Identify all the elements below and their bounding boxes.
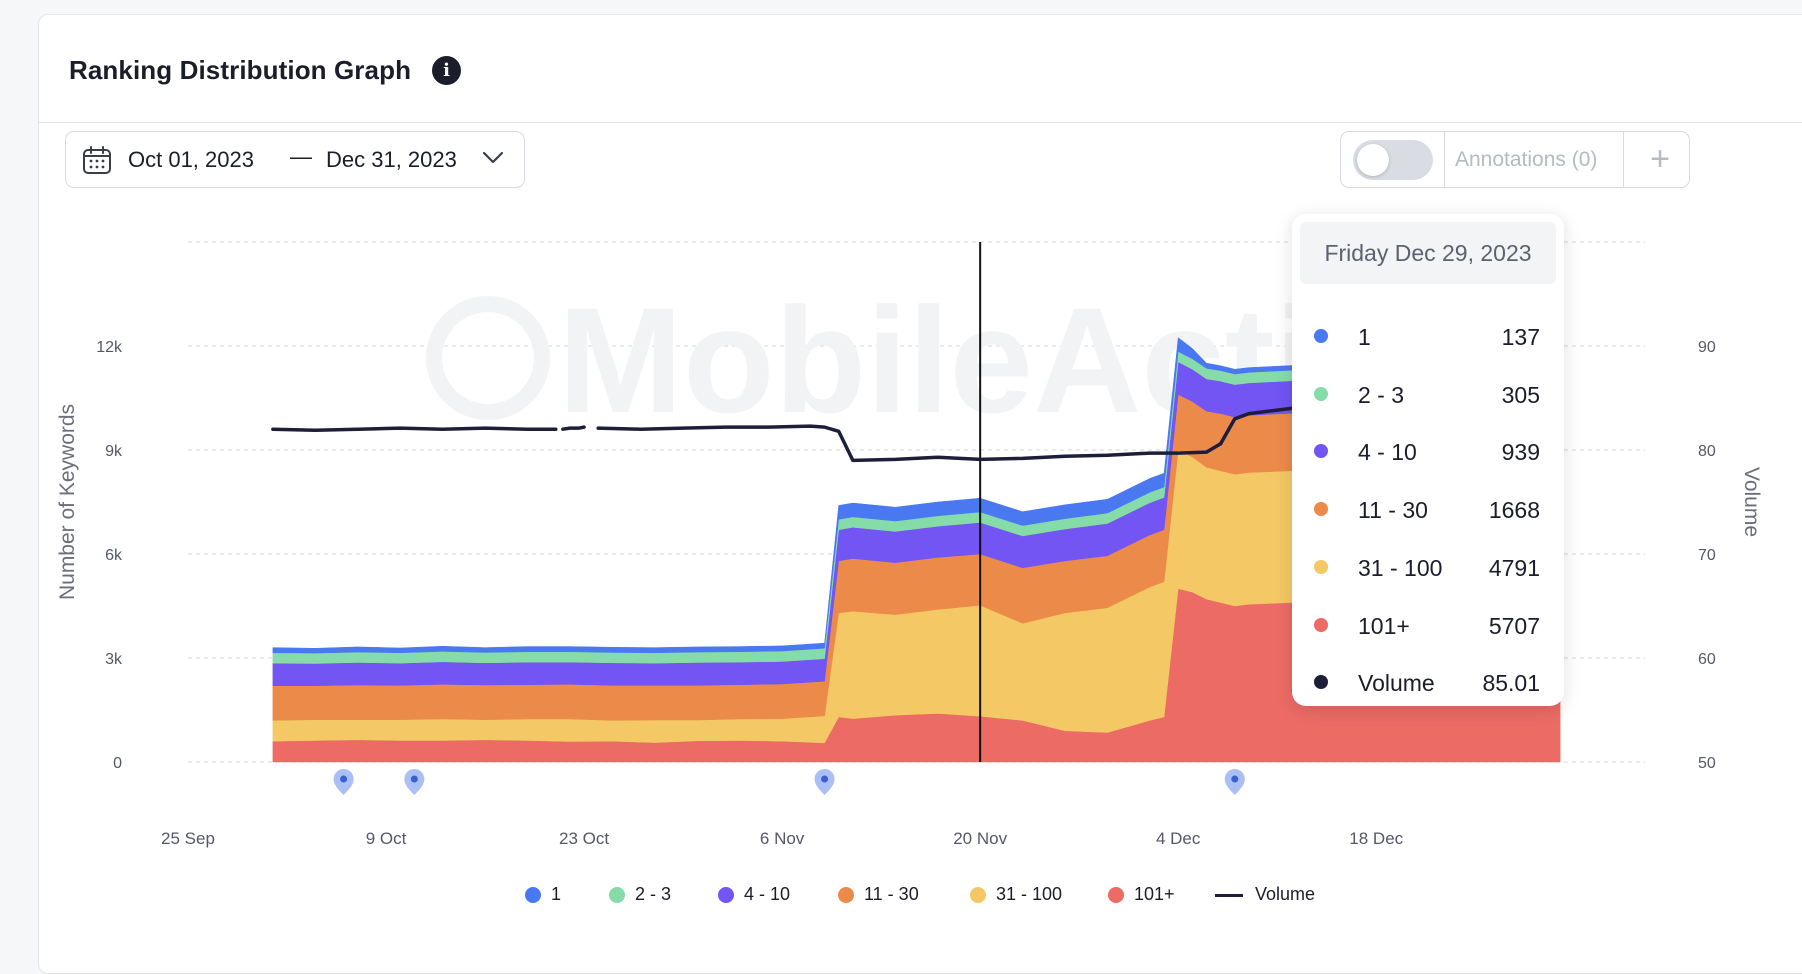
marker-dot <box>1231 775 1239 783</box>
y2-axis-label: Volume <box>1740 467 1763 537</box>
legend-dot-icon <box>970 887 986 903</box>
chart-axes: 0 3k 6k 9k 12k 50 60 70 80 90 25 Sep 9 Oct 23 Oct 6 N… <box>56 339 1763 848</box>
tooltip-row: 11 - 30 1668 <box>1292 489 1564 529</box>
series-color-dot <box>1314 559 1328 574</box>
annotation-marker-icon[interactable] <box>814 769 835 795</box>
x-tick-label: 18 Dec <box>1349 829 1403 848</box>
legend-label: 1 <box>551 884 562 904</box>
y2-tick-label: 50 <box>1698 755 1716 772</box>
marker-dot <box>340 775 348 783</box>
tooltip-series-value: 4791 <box>1488 554 1540 581</box>
tooltip-series-value: 939 <box>1501 439 1540 466</box>
x-tick-label: 20 Nov <box>953 829 1007 848</box>
chart-tooltip: Friday Dec 29, 2023 1 137 2 - 3 305 4 - 10 93… <box>1292 214 1564 706</box>
series-color-dot <box>1314 329 1328 343</box>
date-range-start[interactable]: Oct 01, 2023 <box>128 147 254 172</box>
series-color-dot <box>1314 675 1328 690</box>
x-tick-label: 6 Nov <box>760 829 805 848</box>
annotation-marker-icon[interactable] <box>1224 769 1245 795</box>
calendar-icon <box>83 146 111 174</box>
legend-dot-icon <box>718 887 734 903</box>
annotations-toggle[interactable] <box>1353 140 1433 180</box>
x-tick-label: 23 Oct <box>559 829 609 848</box>
series-color-dot <box>1314 444 1328 459</box>
volume-line <box>561 425 586 431</box>
legend-label: 101+ <box>1134 884 1175 904</box>
date-range-end[interactable]: Dec 31, 2023 <box>326 147 457 172</box>
tooltip-row: 31 - 100 4791 <box>1292 547 1564 587</box>
y-tick-label: 12k <box>96 339 123 356</box>
annotation-markers <box>333 769 1245 795</box>
tooltip-row: 101+ 5707 <box>1292 605 1564 645</box>
legend-dot-icon <box>1108 887 1124 903</box>
legend-label: 11 - 30 <box>864 884 919 904</box>
series-color-dot <box>1314 617 1328 632</box>
legend-label: 2 - 3 <box>635 884 672 904</box>
annotations-label[interactable]: Annotations (0) <box>1455 148 1598 171</box>
y2-tick-label: 60 <box>1698 651 1716 668</box>
tooltip-series-value: 85.01 <box>1482 670 1540 697</box>
marker-dot <box>821 775 829 783</box>
y-axis-label: Number of Keywords <box>56 404 79 600</box>
series-color-dot <box>1314 502 1328 517</box>
tooltip-series-label: 101+ <box>1358 612 1410 639</box>
tooltip-series-value: 137 <box>1501 324 1540 350</box>
y-tick-label: 9k <box>105 443 123 460</box>
tooltip-series-label: 31 - 100 <box>1358 554 1443 581</box>
divider <box>1623 132 1624 187</box>
tooltip-row: 4 - 10 939 <box>1292 431 1564 471</box>
legend-line-icon <box>1215 894 1243 897</box>
legend-label: 4 - 10 <box>744 884 791 904</box>
legend-dot-icon <box>609 887 625 903</box>
y2-tick-label: 70 <box>1698 547 1716 564</box>
page-title: Ranking Distribution Graph <box>69 55 412 85</box>
legend-dot-icon <box>525 887 541 903</box>
annotation-marker-icon[interactable] <box>333 769 354 795</box>
volume-line <box>271 426 558 432</box>
annotations-bar: Annotations (0) + <box>1340 131 1690 188</box>
y2-tick-label: 90 <box>1698 339 1716 356</box>
y-tick-label: 3k <box>105 651 123 668</box>
x-tick-label: 25 Sep <box>161 829 215 848</box>
x-tick-label: 9 Oct <box>366 829 407 848</box>
tooltip-row: 1 137 <box>1292 316 1564 356</box>
add-annotation-button[interactable]: + <box>1650 140 1670 178</box>
series-color-dot <box>1314 386 1328 401</box>
tooltip-series-value: 5707 <box>1488 612 1540 639</box>
y2-tick-label: 80 <box>1698 443 1716 460</box>
tooltip-row: 2 - 3 305 <box>1292 374 1564 414</box>
divider <box>1444 132 1445 187</box>
volume-line <box>596 424 1223 463</box>
tooltip-row: Volume 85.01 <box>1292 662 1564 702</box>
marker-dot <box>410 775 418 783</box>
chevron-down-icon[interactable] <box>482 151 504 165</box>
y-tick-label: 0 <box>113 755 122 772</box>
tooltip-series-label: 2 - 3 <box>1358 381 1405 408</box>
legend-label: 31 - 100 <box>996 884 1063 904</box>
annotation-marker-icon[interactable] <box>404 769 425 795</box>
tooltip-series-label: 4 - 10 <box>1358 439 1417 466</box>
card-header: Ranking Distribution Graph i <box>39 15 1802 123</box>
legend-dot-icon <box>838 887 854 903</box>
toggle-knob <box>1357 144 1389 176</box>
tooltip-series-value: 1668 <box>1488 497 1540 524</box>
legend-label: Volume <box>1255 884 1316 904</box>
tooltip-series-label: Volume <box>1358 670 1435 697</box>
y-tick-label: 6k <box>105 547 123 564</box>
tooltip-series-value: 305 <box>1501 381 1540 408</box>
x-tick-label: 4 Dec <box>1156 829 1201 848</box>
tooltip-date: Friday Dec 29, 2023 <box>1300 222 1556 284</box>
tooltip-series-label: 1 <box>1358 324 1371 350</box>
date-range-picker[interactable]: Oct 01, 2023 — Dec 31, 2023 <box>65 131 525 188</box>
date-range-separator: — <box>290 144 312 169</box>
info-icon[interactable]: i <box>432 56 461 85</box>
tooltip-series-label: 11 - 30 <box>1358 497 1428 524</box>
